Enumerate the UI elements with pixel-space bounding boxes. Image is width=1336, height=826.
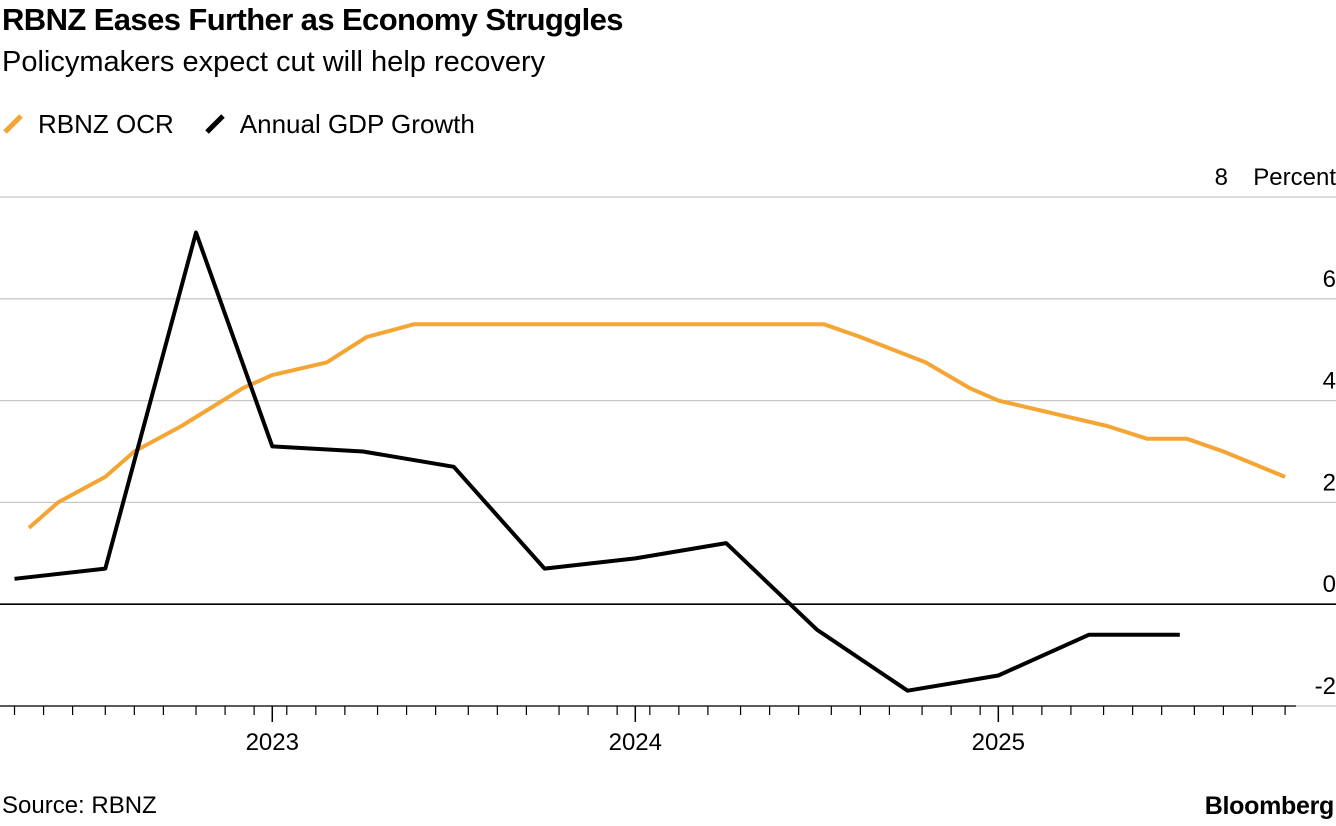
line-chart: -2 0 2 4 6 8 Percent 2023 2024 2025 <box>0 164 1336 756</box>
x-tick-label: 2025 <box>972 729 1025 756</box>
legend-item-gdp: Annual GDP Growth <box>204 109 475 140</box>
x-tick-label: 2023 <box>246 729 299 756</box>
x-tick-label: 2024 <box>609 729 662 756</box>
legend-item-ocr: RBNZ OCR <box>2 109 174 140</box>
legend-swatch-ocr <box>2 113 24 135</box>
y-axis-unit-label: Percent <box>1253 164 1336 191</box>
bloomberg-logo: Bloomberg <box>1204 792 1335 820</box>
ocr-series-line <box>27 322 1286 530</box>
legend-swatch-gdp <box>204 113 226 135</box>
source-note: Source: RBNZ <box>2 792 157 819</box>
y-tick-label: 6 <box>1323 266 1336 293</box>
legend: RBNZ OCR Annual GDP Growth <box>2 108 505 140</box>
gdp-series-line <box>14 230 1180 693</box>
chart-subtitle: Policymakers expect cut will help recove… <box>2 46 546 78</box>
y-tick-label: 8 <box>1215 164 1228 191</box>
y-tick-label: 4 <box>1323 368 1336 395</box>
y-tick-label: 0 <box>1323 571 1336 598</box>
legend-label-gdp: Annual GDP Growth <box>239 108 475 139</box>
chart-title: RBNZ Eases Further as Economy Struggles <box>2 2 623 37</box>
legend-label-ocr: RBNZ OCR <box>38 108 174 139</box>
y-tick-label: 2 <box>1323 469 1336 496</box>
y-tick-label: -2 <box>1315 673 1336 700</box>
